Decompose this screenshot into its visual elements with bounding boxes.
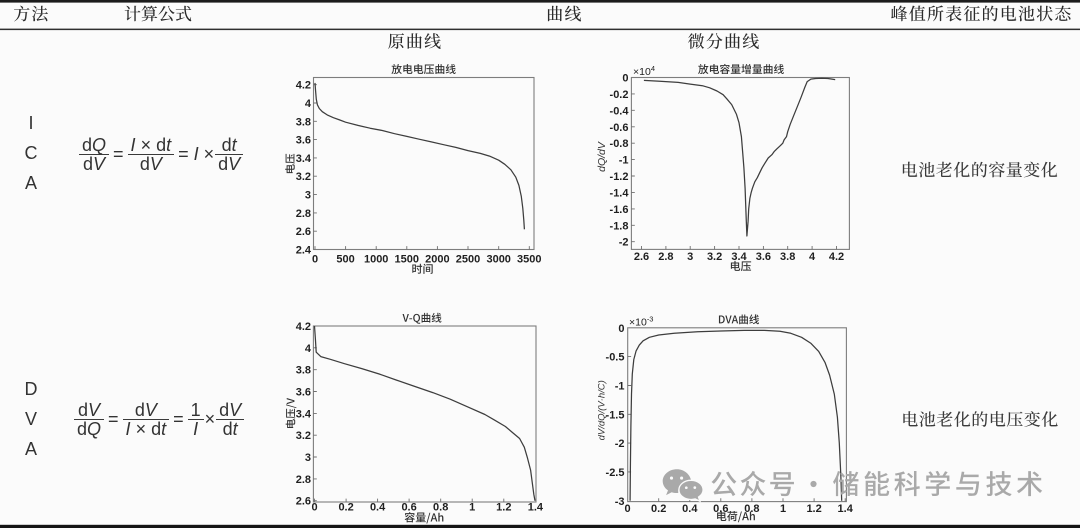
svg-text:4: 4 [305,98,312,110]
svg-text:0.6: 0.6 [401,502,416,514]
svg-text:×10-3: ×10-3 [629,315,653,329]
svg-text:1: 1 [780,503,786,515]
svg-text:-1: -1 [619,155,629,167]
svg-text:0.4: 0.4 [370,502,386,514]
svg-text:2500: 2500 [456,254,480,266]
svg-text:-1.5: -1.5 [606,409,625,421]
svg-text:1: 1 [469,502,475,514]
svg-text:3.6: 3.6 [756,251,771,263]
svg-text:2.8: 2.8 [296,208,311,220]
svg-text:4: 4 [305,343,312,355]
svg-text:3.2: 3.2 [707,251,722,263]
svg-text:-0.2: -0.2 [610,89,629,101]
svg-text:-1.6: -1.6 [610,204,629,216]
svg-text:3000: 3000 [486,254,510,266]
svg-text:-2: -2 [619,237,629,249]
svg-text:0.6: 0.6 [713,503,728,515]
svg-text:0: 0 [622,73,628,85]
svg-text:-0.4: -0.4 [610,105,630,117]
svg-text:0: 0 [312,254,318,266]
svg-text:1.4: 1.4 [528,502,544,514]
svg-text:0: 0 [311,502,317,514]
svg-text:3.4: 3.4 [731,251,747,263]
svg-text:dQ/dV: dQ/dV [596,141,608,172]
svg-text:2.6: 2.6 [296,496,311,508]
svg-text:3.6: 3.6 [296,135,311,147]
svg-text:4: 4 [809,251,816,263]
svg-text:-1: -1 [615,381,625,393]
svg-text:1500: 1500 [395,254,419,266]
svg-text:3.8: 3.8 [296,116,311,128]
svg-text:-2.5: -2.5 [606,467,625,479]
svg-text:3.4: 3.4 [296,408,312,420]
svg-text:3.2: 3.2 [296,171,311,183]
svg-text:0.8: 0.8 [433,502,448,514]
svg-text:-0.8: -0.8 [610,138,629,150]
svg-text:4.2: 4.2 [829,251,844,263]
svg-text:1000: 1000 [364,254,388,266]
svg-text:0: 0 [618,323,624,335]
svg-text:-3: -3 [615,496,625,508]
svg-text:-1.4: -1.4 [610,187,630,199]
svg-text:3500: 3500 [517,254,541,266]
svg-text:dV/dQ/(V·h/C): dV/dQ/(V·h/C) [597,380,608,440]
svg-text:1.4: 1.4 [838,503,854,515]
svg-text:0.4: 0.4 [682,503,698,515]
svg-text:2.6: 2.6 [296,226,311,238]
svg-text:×104: ×104 [633,64,655,78]
svg-text:2000: 2000 [425,254,449,266]
svg-text:500: 500 [336,254,354,266]
svg-text:2.6: 2.6 [634,251,649,263]
svg-text:4.2: 4.2 [296,321,311,333]
svg-text:0.8: 0.8 [744,503,759,515]
svg-text:3.8: 3.8 [780,251,795,263]
svg-text:3: 3 [305,190,311,202]
svg-text:1.2: 1.2 [806,503,821,515]
svg-text:-0.6: -0.6 [610,122,629,134]
svg-text:2.8: 2.8 [658,251,673,263]
svg-text:-2: -2 [615,438,625,450]
svg-text:2.4: 2.4 [296,245,312,257]
svg-text:3.8: 3.8 [296,365,311,377]
svg-text:3.4: 3.4 [296,153,312,165]
svg-text:3.6: 3.6 [296,387,311,399]
svg-text:0.2: 0.2 [651,503,666,515]
svg-text:-1.2: -1.2 [610,171,629,183]
svg-text:-1.8: -1.8 [610,220,629,232]
svg-text:3: 3 [687,251,693,263]
svg-text:0.2: 0.2 [338,502,353,514]
svg-text:3.2: 3.2 [296,430,311,442]
svg-text:-0.5: -0.5 [606,352,625,364]
svg-text:0: 0 [625,503,631,515]
svg-text:2.8: 2.8 [296,474,311,486]
svg-text:4.2: 4.2 [296,80,311,92]
svg-text:1.2: 1.2 [496,502,511,514]
svg-text:3: 3 [305,452,311,464]
